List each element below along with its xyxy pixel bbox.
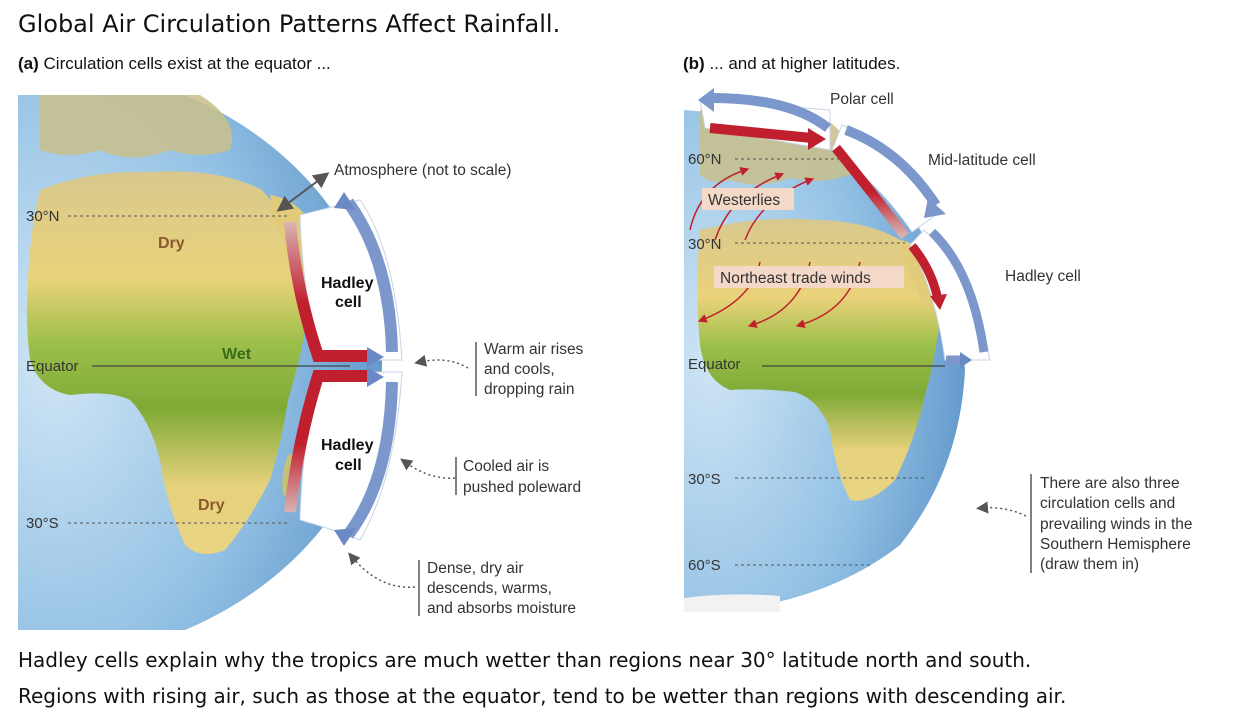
lat-60s-b: 60°S <box>688 557 721 574</box>
note-descends-1: Dense, dry air <box>427 560 523 577</box>
westerlies-tag <box>702 188 794 210</box>
note-south-2: circulation cells and <box>1040 495 1175 512</box>
callout-descends-arrow <box>348 552 416 588</box>
westerlies-label: Westerlies <box>708 192 780 209</box>
panel-b-heading: (b) ... and at higher latitudes. <box>683 54 901 73</box>
panel-a-heading: (a) Circulation cells exist at the equat… <box>18 54 331 73</box>
note-south-4: Southern Hemisphere <box>1040 536 1191 553</box>
hadley-cell-b: Hadley cell <box>908 228 1081 368</box>
note-rises-2: and cools, <box>484 361 555 378</box>
lat-60n-b: 60°N <box>688 151 722 168</box>
note-rises-1: Warm air rises <box>484 341 584 358</box>
region-dry-south: Dry <box>198 497 225 514</box>
hadley-north-line2: cell <box>335 294 362 311</box>
note-rises-3: dropping rain <box>484 381 574 398</box>
hadley-south-line2: cell <box>335 457 362 474</box>
region-dry-north: Dry <box>158 235 185 252</box>
midlat-cell-label: Mid-latitude cell <box>928 152 1036 169</box>
lat-30s-b: 30°S <box>688 471 721 488</box>
note-south-5: (draw them in) <box>1040 556 1139 573</box>
lat-equator-b: Equator <box>688 356 741 373</box>
page-title: Global Air Circulation Patterns Affect R… <box>18 10 561 38</box>
hadley-cell-label: Hadley cell <box>1005 268 1081 285</box>
caption-line-1: Hadley cells explain why the tropics are… <box>18 648 1032 672</box>
midlat-cell-b: Mid-latitude cell <box>831 124 1036 240</box>
hadley-cell-south-a: Hadley cell <box>284 367 403 546</box>
note-south-1: There are also three <box>1040 475 1180 492</box>
note-poleward-2: pushed poleward <box>463 479 581 496</box>
callout-south-arrow <box>976 501 1027 517</box>
lat-30n-a: 30°N <box>26 208 60 225</box>
callout-rises-arrow <box>414 354 469 369</box>
atmosphere-arrow <box>276 172 330 212</box>
africa-land-a <box>26 171 308 554</box>
note-poleward-1: Cooled air is <box>463 458 549 475</box>
caption-line-2: Regions with rising air, such as those a… <box>18 684 1067 708</box>
note-descends-3: and absorbs moisture <box>427 600 576 617</box>
hadley-south-line1: Hadley <box>321 437 374 454</box>
polar-cell-label: Polar cell <box>830 91 894 108</box>
hadley-cell-north-a: Hadley cell <box>284 192 403 367</box>
trade-winds-label: Northeast trade winds <box>720 270 871 287</box>
lat-30s-a: 30°S <box>26 515 59 532</box>
antarctica-b <box>684 594 780 612</box>
atmosphere-label: Atmosphere (not to scale) <box>334 162 511 179</box>
callout-poleward-arrow <box>400 458 456 479</box>
latitude-lines-a <box>68 215 290 524</box>
trade-winds-tag <box>714 266 904 288</box>
region-wet: Wet <box>222 346 252 363</box>
note-descends-2: descends, warms, <box>427 580 552 597</box>
lat-equator-a: Equator <box>26 358 79 375</box>
africa-land-b <box>697 218 940 501</box>
europe-land-a <box>40 95 232 158</box>
polar-cell-b: Polar cell <box>698 88 894 151</box>
hadley-north-line1: Hadley <box>321 275 374 292</box>
lat-30n-b: 30°N <box>688 236 722 253</box>
note-south-3: prevailing winds in the <box>1040 516 1193 533</box>
